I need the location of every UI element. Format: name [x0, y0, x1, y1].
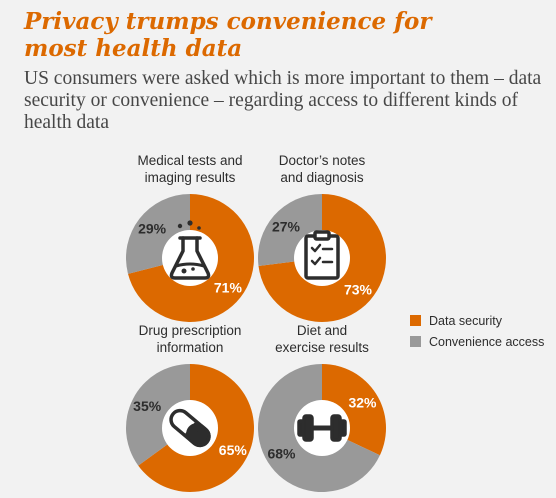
chart-label-diet-exercise: Diet and exercise results: [275, 323, 369, 355]
donut-medical-tests: 71% 29%: [125, 194, 254, 322]
legend-item-data-security: Data security: [410, 310, 544, 331]
legend-item-convenience-access: Convenience access: [410, 331, 544, 352]
value-label-convenience-access: 27%: [272, 218, 301, 234]
chart-title: Privacy trumps convenience for most heal…: [24, 8, 544, 62]
dumbbell-icon: [297, 414, 347, 442]
value-label-data-security: 32%: [348, 394, 377, 410]
clipboard-icon: [304, 230, 340, 280]
value-label-convenience-access: 35%: [133, 398, 162, 414]
value-label-convenience-access: 68%: [267, 446, 296, 462]
flask-icon: [169, 220, 211, 280]
chart-label-doctors-notes: Doctor’s notes and diagnosis: [278, 153, 366, 185]
donut-diet-exercise: 32% 68%: [258, 364, 387, 492]
donut-center: [294, 230, 350, 286]
donut-drug-prescription: 65% 35%: [125, 364, 254, 492]
donut-doctors-notes: 73% 27%: [257, 194, 386, 322]
legend-label-data-security: Data security: [429, 313, 502, 328]
legend-swatch-convenience-access: [410, 336, 421, 347]
legend: Data security Convenience access: [410, 310, 544, 352]
pill-icon: [169, 408, 211, 448]
value-label-data-security: 65%: [219, 442, 248, 458]
legend-label-convenience-access: Convenience access: [429, 334, 545, 349]
value-label-data-security: 71%: [214, 279, 243, 295]
donut-center: [162, 230, 218, 286]
value-label-data-security: 73%: [344, 282, 373, 298]
value-label-convenience-access: 29%: [138, 221, 167, 237]
slice-convenience-access: [125, 364, 190, 466]
chart-label-medical-tests: Medical tests and imaging results: [137, 153, 243, 185]
chart-subtitle: US consumers were asked which is more im…: [24, 68, 542, 133]
chart-label-drug-prescription: Drug prescription information: [138, 323, 242, 355]
title-line-1: Privacy trumps convenience for: [24, 8, 432, 35]
title-line-2: most health data: [24, 35, 243, 62]
legend-swatch-data-security: [410, 315, 421, 326]
